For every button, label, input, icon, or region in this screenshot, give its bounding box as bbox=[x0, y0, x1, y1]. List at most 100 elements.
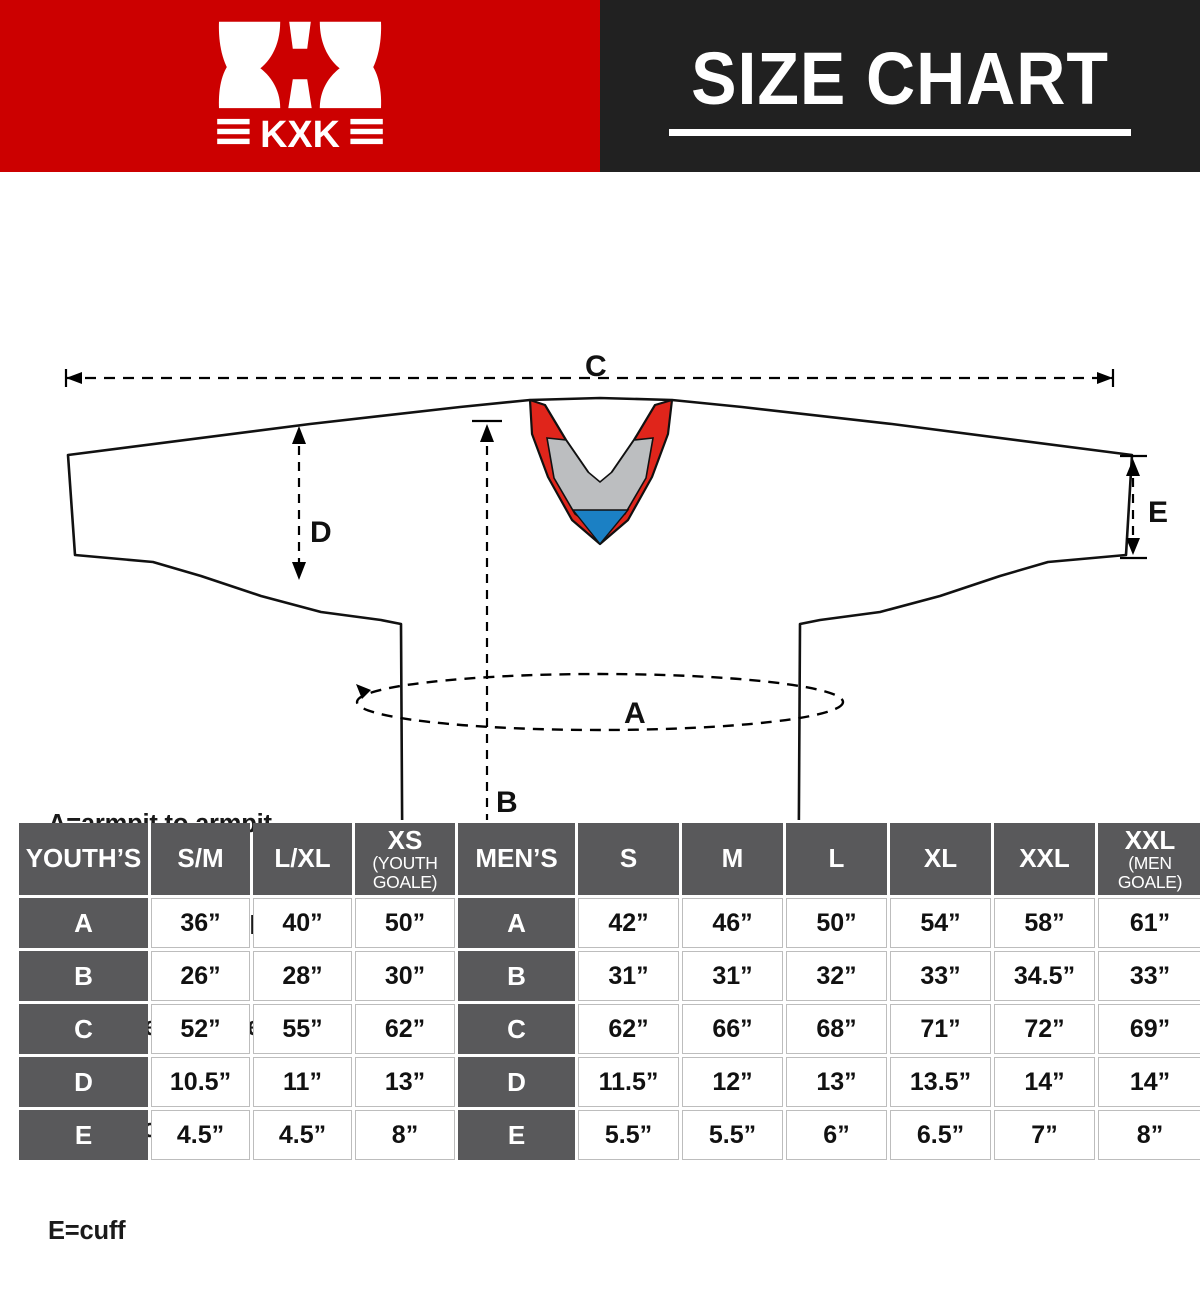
header-main-label: XL bbox=[923, 843, 958, 874]
header-sub-label: (YOUTH GOALE) bbox=[372, 853, 438, 892]
men-value-cell: 42” bbox=[578, 898, 679, 948]
title-panel: SIZE CHART bbox=[600, 0, 1200, 172]
men-value-cell: 14” bbox=[1098, 1057, 1200, 1107]
table-body: A 36” 40” 50” A 42” 46” 50” 54” 58” 61” B 26” 28” 30” B… bbox=[19, 898, 1200, 1160]
header-main-label: L/XL bbox=[274, 843, 331, 874]
men-row-label: B bbox=[458, 951, 575, 1001]
men-value-cell: 5.5” bbox=[682, 1110, 783, 1160]
dimension-b-arrowhead-top bbox=[480, 424, 494, 442]
dimension-b-arrow bbox=[472, 419, 502, 820]
dimension-d-label: D bbox=[310, 516, 332, 549]
men-value-cell: 5.5” bbox=[578, 1110, 679, 1160]
dimension-a-label: A bbox=[624, 697, 646, 730]
title-underline bbox=[669, 129, 1131, 136]
men-value-cell: 66” bbox=[682, 1004, 783, 1054]
dimension-d-arrowhead-bottom bbox=[292, 562, 306, 580]
table-header-cell-8: XL bbox=[890, 823, 991, 895]
youth-value-cell: 62” bbox=[355, 1004, 455, 1054]
men-value-cell: 31” bbox=[578, 951, 679, 1001]
youth-value-cell: 13” bbox=[355, 1057, 455, 1107]
dimension-e-label: E bbox=[1148, 496, 1168, 529]
header-main-label: L bbox=[828, 843, 845, 874]
youth-value-cell: 26” bbox=[151, 951, 250, 1001]
youth-row-label: B bbox=[19, 951, 148, 1001]
dimension-e-arrowhead-top bbox=[1126, 459, 1140, 476]
men-value-cell: 12” bbox=[682, 1057, 783, 1107]
youth-value-cell: 30” bbox=[355, 951, 455, 1001]
brand-panel: KXK bbox=[0, 0, 600, 172]
kxk-butterfly-logo-icon: KXK bbox=[217, 21, 383, 155]
youth-row-label: A bbox=[19, 898, 148, 948]
jersey-diagram: D B E A C A=armpit to armpit B=collar to… bbox=[0, 172, 1200, 1245]
men-value-cell: 33” bbox=[890, 951, 991, 1001]
page-title: SIZE CHART bbox=[691, 37, 1109, 120]
table-header-cell-9: XXL bbox=[994, 823, 1095, 895]
jersey-body-outline bbox=[66, 396, 1134, 820]
youth-row-label: E bbox=[19, 1110, 148, 1160]
header-main-label: YOUTH’S bbox=[25, 843, 142, 874]
dimension-a-ellipse bbox=[355, 672, 845, 732]
dimension-a-arrowhead bbox=[356, 684, 371, 699]
table-row: C 52” 55” 62” C 62” 66” 68” 71” 72” 69” bbox=[19, 1004, 1200, 1054]
dimension-b-label: B bbox=[496, 786, 518, 819]
youth-value-cell: 52” bbox=[151, 1004, 250, 1054]
youth-value-cell: 4.5” bbox=[151, 1110, 250, 1160]
men-value-cell: 13.5” bbox=[890, 1057, 991, 1107]
dimension-e-arrow bbox=[1120, 454, 1147, 560]
collar-inner-panel bbox=[546, 437, 654, 533]
table-row: B 26” 28” 30” B 31” 31” 32” 33” 34.5” 33” bbox=[19, 951, 1200, 1001]
men-value-cell: 61” bbox=[1098, 898, 1200, 948]
legend-item-e: E=cuff bbox=[48, 1216, 126, 1245]
youth-value-cell: 4.5” bbox=[253, 1110, 352, 1160]
header-main-label: XXL bbox=[1019, 843, 1070, 874]
dimension-e-arrowhead-bottom bbox=[1126, 538, 1140, 555]
youth-row-label: C bbox=[19, 1004, 148, 1054]
men-value-cell: 8” bbox=[1098, 1110, 1200, 1160]
youth-value-cell: 50” bbox=[355, 898, 455, 948]
dimension-c-arrowhead-left bbox=[66, 372, 82, 384]
youth-value-cell: 40” bbox=[253, 898, 352, 948]
table-header-cell-3: XS (YOUTH GOALE) bbox=[355, 823, 455, 895]
youth-row-label: D bbox=[19, 1057, 148, 1107]
header-main-label: MEN’S bbox=[475, 843, 558, 874]
men-value-cell: 11.5” bbox=[578, 1057, 679, 1107]
dimension-c-label: C bbox=[585, 350, 607, 383]
youth-value-cell: 11” bbox=[253, 1057, 352, 1107]
table-header-cell-7: L bbox=[786, 823, 887, 895]
men-value-cell: 6.5” bbox=[890, 1110, 991, 1160]
men-value-cell: 69” bbox=[1098, 1004, 1200, 1054]
collar-blue-accent bbox=[571, 509, 630, 546]
table-header-cell-6: M bbox=[682, 823, 783, 895]
header-main-label: XS bbox=[387, 824, 423, 855]
jersey-technical-drawing: D B E A bbox=[64, 369, 1168, 820]
men-value-cell: 68” bbox=[786, 1004, 887, 1054]
table-row: A 36” 40” 50” A 42” 46” 50” 54” 58” 61” bbox=[19, 898, 1200, 948]
header-main-label: M bbox=[721, 843, 744, 874]
men-value-cell: 14” bbox=[994, 1057, 1095, 1107]
youth-value-cell: 28” bbox=[253, 951, 352, 1001]
header-main-label: S/M bbox=[177, 843, 224, 874]
table-header-cell-2: L/XL bbox=[253, 823, 352, 895]
men-value-cell: 72” bbox=[994, 1004, 1095, 1054]
size-table-container: YOUTH’S S/M L/XL XS (YOUTH GOALE) MEN’S S M L XL X… bbox=[16, 820, 1200, 1163]
youth-value-cell: 55” bbox=[253, 1004, 352, 1054]
men-value-cell: 71” bbox=[890, 1004, 991, 1054]
men-value-cell: 58” bbox=[994, 898, 1095, 948]
table-header-cell-0: YOUTH’S bbox=[19, 823, 148, 895]
header-main-label: S bbox=[619, 843, 638, 874]
men-value-cell: 46” bbox=[682, 898, 783, 948]
table-header-cell-4: MEN’S bbox=[458, 823, 575, 895]
header-main-label: XXL bbox=[1124, 824, 1176, 855]
men-row-label: E bbox=[458, 1110, 575, 1160]
size-table: YOUTH’S S/M L/XL XS (YOUTH GOALE) MEN’S S M L XL X… bbox=[16, 820, 1200, 1163]
dimension-c-arrowhead-right bbox=[1097, 372, 1113, 384]
men-row-label: A bbox=[458, 898, 575, 948]
men-value-cell: 32” bbox=[786, 951, 887, 1001]
men-value-cell: 34.5” bbox=[994, 951, 1095, 1001]
table-header-cell-1: S/M bbox=[151, 823, 250, 895]
men-value-cell: 6” bbox=[786, 1110, 887, 1160]
table-row: E 4.5” 4.5” 8” E 5.5” 5.5” 6” 6.5” 7” 8” bbox=[19, 1110, 1200, 1160]
page-header: KXK SIZE CHART bbox=[0, 0, 1200, 172]
youth-value-cell: 10.5” bbox=[151, 1057, 250, 1107]
men-row-label: D bbox=[458, 1057, 575, 1107]
